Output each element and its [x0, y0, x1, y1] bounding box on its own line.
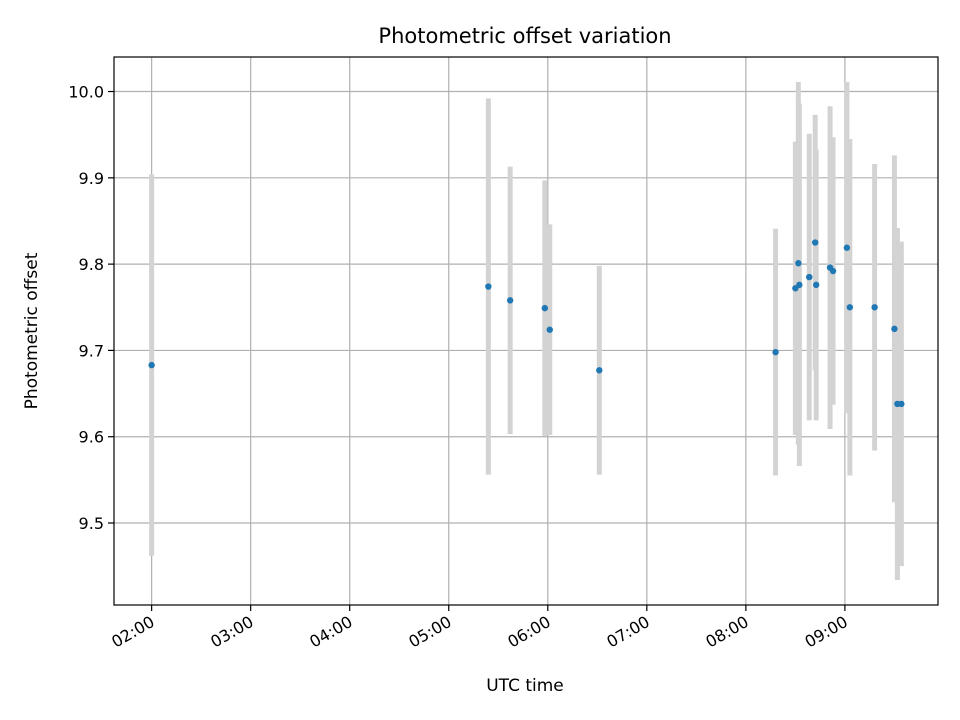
y-axis-ticks: 9.5 9.6 9.7 9.8 9.9 10.0	[68, 83, 114, 533]
data-point	[795, 260, 802, 267]
data-point	[898, 400, 905, 408]
data-point	[843, 244, 851, 251]
data-point	[812, 281, 820, 289]
data-point	[871, 304, 878, 311]
chart-title: Photometric offset variation	[378, 24, 671, 48]
data-point	[811, 239, 819, 246]
data-point	[546, 326, 553, 333]
data-point	[596, 367, 603, 374]
x-axis-label: UTC time	[486, 676, 564, 696]
data-point	[485, 283, 492, 290]
data-point	[846, 304, 854, 311]
y-axis-label: Photometric offset	[22, 252, 42, 409]
y-tick-label: 9.9	[79, 169, 104, 188]
y-tick-label: 9.6	[79, 428, 104, 447]
data-point	[796, 281, 803, 289]
plot-area-frame	[113, 56, 939, 606]
data-point	[806, 273, 813, 281]
data-point	[148, 361, 155, 369]
data-point	[772, 348, 779, 356]
data-point	[541, 304, 549, 312]
y-tick-label: 9.8	[79, 255, 104, 274]
data-point	[506, 297, 514, 304]
y-tick-label: 9.7	[79, 341, 104, 360]
data-points	[148, 239, 905, 408]
y-tick-label: 10.0	[68, 83, 104, 102]
data-point	[891, 325, 898, 333]
y-tick-label: 9.5	[79, 514, 104, 533]
data-point	[829, 267, 837, 275]
